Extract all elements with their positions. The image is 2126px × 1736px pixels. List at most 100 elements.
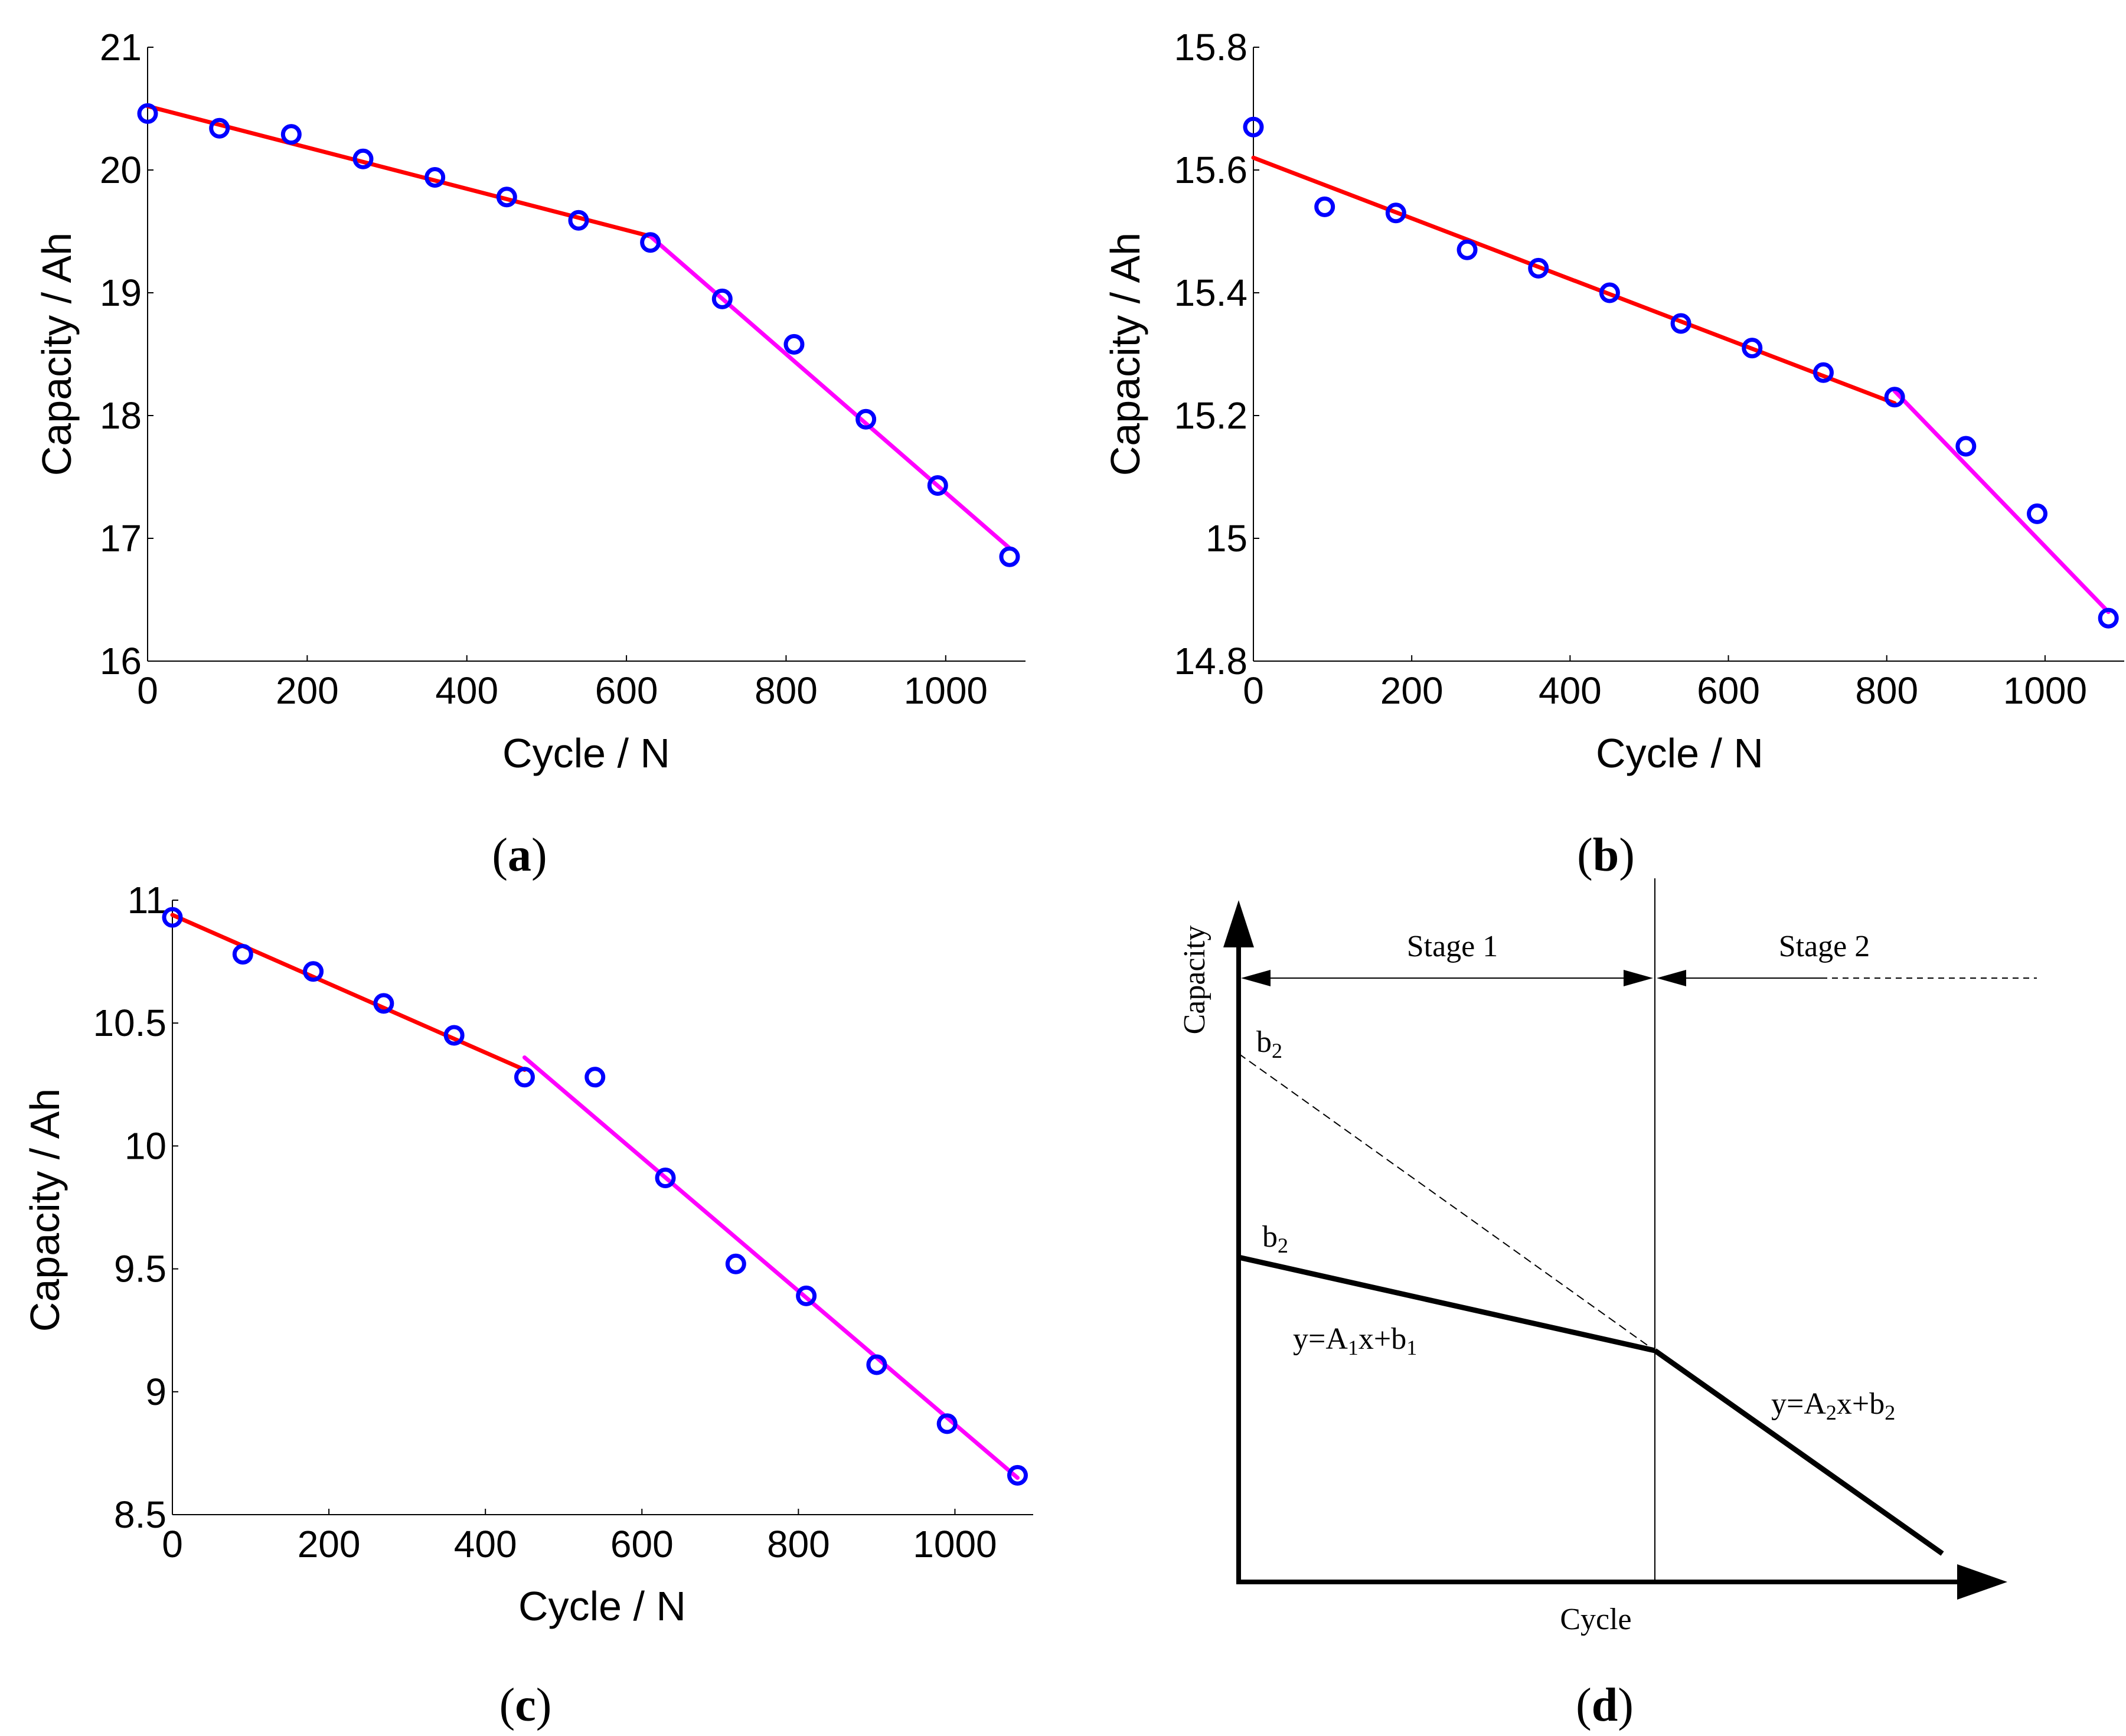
y-tick-label: 21 xyxy=(100,26,142,68)
y-tick-label: 16 xyxy=(100,640,142,682)
y-tick-label: 8.5 xyxy=(114,1493,166,1536)
panel-letter: c xyxy=(515,1679,536,1731)
stage1-fit-line xyxy=(1238,1254,1655,1354)
tick-label-group: 0 200 400 600 800 1000 16 17 18 19 20 21 xyxy=(100,26,988,712)
data-point xyxy=(936,1413,958,1434)
x-tick-label: 600 xyxy=(595,669,658,712)
x-tick-label: 0 xyxy=(1243,669,1264,712)
data-point xyxy=(1670,313,1691,334)
data-point xyxy=(232,944,253,965)
data-point xyxy=(443,1025,465,1046)
x-tick-label: 800 xyxy=(1855,669,1918,712)
stage2-label: Stage 2 xyxy=(1779,930,1870,963)
data-point xyxy=(725,1253,746,1274)
panel-letter: a xyxy=(508,829,531,881)
x-axis-title: Cycle / N xyxy=(518,1583,686,1629)
data-point xyxy=(2098,607,2119,629)
stage2-left-arrowhead xyxy=(1657,970,1686,986)
tick-group xyxy=(147,47,946,662)
fit-line-stage-2-fit xyxy=(1892,388,2111,614)
data-point xyxy=(999,546,1020,567)
data-point xyxy=(303,961,324,982)
stage1-left-arrowhead xyxy=(1241,970,1271,986)
y-tick-label: 15.4 xyxy=(1174,272,1247,314)
x-tick-label: 600 xyxy=(1697,669,1760,712)
stage2-fit-line xyxy=(1653,1348,1944,1556)
stage2-extrapolation-dashed-line xyxy=(1238,1053,1655,1351)
x-axis-title: Cycle / N xyxy=(502,730,670,776)
marker-group xyxy=(137,103,1020,567)
y-tick-label: 9.5 xyxy=(114,1248,166,1290)
tick-group xyxy=(1253,47,2046,662)
y-tick-label: 15.8 xyxy=(1174,26,1247,68)
y-tick-label: 10 xyxy=(125,1124,166,1167)
data-point xyxy=(1742,338,1763,359)
fit-line-stage-1-fit xyxy=(170,913,527,1072)
stage1-equation: y=A1x+b1 xyxy=(1293,1322,1417,1359)
tick-label-group: 0 200 400 600 800 1000 14.8 15 15.2 15.4 15.6 15.8 xyxy=(1174,26,2087,712)
stage1-right-arrowhead xyxy=(1624,970,1653,986)
diagram-y-axis-label: Capacity xyxy=(1178,926,1211,1035)
fit-line-group xyxy=(170,913,1020,1480)
x-tick-label: 800 xyxy=(767,1523,830,1565)
panel-label: (c) xyxy=(499,1679,552,1731)
panel-label: (d) xyxy=(1576,1679,1634,1731)
y-tick-label: 15.2 xyxy=(1174,394,1247,437)
chart-panel-b: 0 200 400 600 800 100014.81515.215.415.615.8 … xyxy=(1102,26,2124,881)
diagram-panel-d: Stage 1 Stage 2 Capacity Cycle b2 b2 y=A… xyxy=(1178,878,2037,1731)
x-tick-label: 200 xyxy=(1380,669,1444,712)
y-axis-title: Capacity / Ah xyxy=(1102,233,1148,476)
marker-group xyxy=(162,907,1028,1486)
data-point xyxy=(137,103,158,124)
x-tick-label: 400 xyxy=(1539,669,1602,712)
x-tick-label: 400 xyxy=(454,1523,517,1565)
data-point xyxy=(424,166,446,188)
x-tick-label: 1000 xyxy=(913,1523,997,1565)
data-point xyxy=(1884,387,1905,408)
data-point xyxy=(783,334,805,355)
data-point xyxy=(496,187,517,208)
y-tick-label: 18 xyxy=(100,394,142,437)
data-point xyxy=(1955,436,1977,457)
x-tick-label: 0 xyxy=(137,669,158,712)
y-tick-label: 10.5 xyxy=(93,1002,166,1044)
diagram-x-axis-arrowhead xyxy=(1957,1564,2007,1600)
data-point xyxy=(855,408,877,430)
stage2-equation: y=A2x+b2 xyxy=(1771,1387,1895,1424)
x-tick-label: 1000 xyxy=(2003,669,2087,712)
panel-label: (b) xyxy=(1577,829,1635,881)
data-point xyxy=(373,993,394,1014)
data-point xyxy=(1813,362,1834,383)
tick-label-group: 0 200 400 600 800 1000 8.5 9 9.5 10 10.5 11 xyxy=(93,879,997,1565)
diagram-y-axis-arrowhead xyxy=(1223,900,1254,947)
data-point xyxy=(1456,239,1478,260)
data-point xyxy=(1243,116,1264,138)
marker-group xyxy=(1243,116,2119,629)
data-point xyxy=(2027,503,2047,524)
data-point xyxy=(514,1067,535,1088)
fit-line-stage-1-fit xyxy=(1251,155,1897,406)
panel-label: (a) xyxy=(492,829,547,881)
y-tick-label: 19 xyxy=(100,272,142,314)
y-tick-label: 14.8 xyxy=(1174,640,1247,682)
x-tick-label: 800 xyxy=(755,669,818,712)
tick-group xyxy=(172,900,956,1515)
fit-line-stage-2-fit xyxy=(648,234,1012,551)
data-point xyxy=(927,475,948,496)
y-tick-label: 11 xyxy=(128,879,166,921)
b2-upper-label: b2 xyxy=(1256,1025,1282,1062)
data-point xyxy=(584,1067,606,1088)
data-point xyxy=(655,1168,676,1189)
x-tick-label: 400 xyxy=(435,669,498,712)
y-axis-title: Capacity / Ah xyxy=(22,1088,68,1332)
fit-line-group xyxy=(145,104,1012,551)
data-point xyxy=(352,148,374,169)
y-tick-label: 9 xyxy=(145,1371,166,1413)
data-point xyxy=(1007,1464,1028,1486)
fit-line-group xyxy=(1251,155,2111,614)
data-point xyxy=(209,117,230,139)
fit-line-stage-2-fit xyxy=(522,1055,1020,1480)
x-tick-label: 0 xyxy=(162,1523,183,1565)
